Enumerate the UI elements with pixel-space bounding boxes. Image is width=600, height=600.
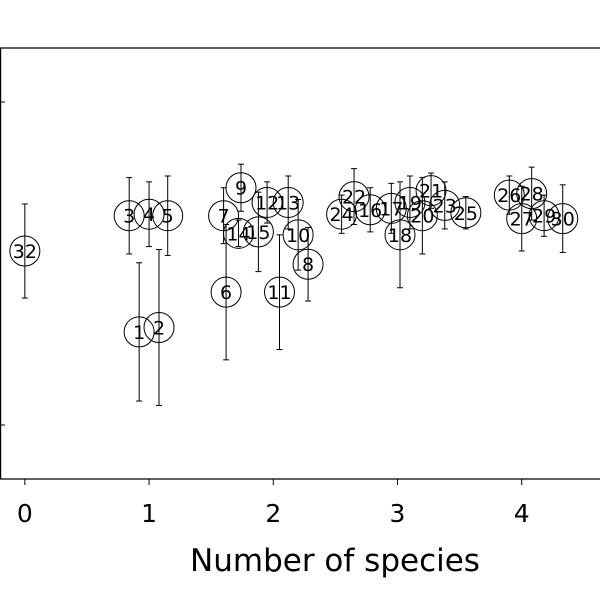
data-point-marker xyxy=(152,200,184,232)
x-axis-label: Number of species xyxy=(190,543,480,579)
axes-frame xyxy=(0,47,600,480)
x-tick-label: 2 xyxy=(265,499,281,528)
data-point-marker xyxy=(282,219,314,251)
data-point: 15 xyxy=(242,216,274,248)
data-point-label: 5 xyxy=(162,206,174,228)
data-point-label: 6 xyxy=(220,282,232,304)
data-point-label: 14 xyxy=(226,223,250,245)
data-point-label: 2 xyxy=(153,317,165,339)
data-point-marker xyxy=(450,197,482,229)
data-point: 17 xyxy=(375,192,407,224)
data-point-marker xyxy=(547,203,579,235)
error-bars xyxy=(21,163,566,406)
data-point-label: 26 xyxy=(497,185,521,207)
data-point: 9 xyxy=(225,172,257,204)
data-point-label: 25 xyxy=(454,203,478,225)
data-point: 13 xyxy=(272,186,304,218)
x-tick-label: 3 xyxy=(390,499,406,528)
y-ticks xyxy=(0,101,5,426)
x-tick-label: 4 xyxy=(514,499,530,528)
data-point-marker xyxy=(113,200,145,232)
data-point-label: 13 xyxy=(276,192,300,214)
data-point-label: 4 xyxy=(143,204,155,226)
data-point: 30 xyxy=(547,203,579,235)
data-point: 20 xyxy=(406,200,438,232)
data-point-marker xyxy=(354,194,386,226)
data-point: 27 xyxy=(506,203,538,235)
data-point-marker xyxy=(406,200,438,232)
data-point-marker xyxy=(516,178,548,210)
x-tick-label: 1 xyxy=(141,499,157,528)
data-point: 32 xyxy=(9,235,41,267)
data-point-label: 7 xyxy=(218,206,230,228)
data-point-label: 28 xyxy=(520,184,544,206)
data-point-label: 30 xyxy=(551,209,575,231)
data-point-marker xyxy=(326,198,358,230)
data-point: 18 xyxy=(384,219,416,251)
data-point-label: 22 xyxy=(342,187,366,209)
data-point-marker xyxy=(143,311,175,343)
x-ticks: 0 1 2 3 4 xyxy=(17,479,530,528)
data-point-label: 19 xyxy=(398,192,422,214)
data-point-label: 3 xyxy=(123,206,135,228)
data-point-label: 18 xyxy=(388,225,412,247)
data-point-label: 8 xyxy=(302,254,314,276)
data-point-marker xyxy=(210,276,242,308)
data-point-marker xyxy=(384,219,416,251)
data-point: 1 xyxy=(123,316,155,348)
data-point-label: 21 xyxy=(419,181,443,203)
data-point-label: 15 xyxy=(246,222,270,244)
data-point-marker xyxy=(338,181,370,213)
data-point: 6 xyxy=(210,276,242,308)
data-point-marker xyxy=(251,186,283,218)
data-point-label: 1 xyxy=(133,322,145,344)
data-point: 12 xyxy=(251,186,283,218)
data-point-label: 9 xyxy=(235,178,247,200)
data-point-marker xyxy=(429,189,461,221)
data-point-marker xyxy=(9,235,41,267)
data-point-marker xyxy=(506,203,538,235)
x-tick-label: 0 xyxy=(17,499,33,528)
data-point: 8 xyxy=(292,248,324,280)
data-point: 2 xyxy=(143,311,175,343)
data-point: 25 xyxy=(450,197,482,229)
data-point: 19 xyxy=(394,186,426,218)
data-point-label: 17 xyxy=(379,198,403,220)
data-point-marker xyxy=(123,316,155,348)
data-point-marker xyxy=(225,172,257,204)
data-point-label: 12 xyxy=(255,192,279,214)
markers: 1 23 4 567914151213101182422161718192021232… xyxy=(9,172,579,348)
data-point-label: 10 xyxy=(286,225,310,247)
data-point-marker xyxy=(223,217,255,249)
data-point-marker xyxy=(292,248,324,280)
data-point: 3 xyxy=(113,200,145,232)
data-point: 10 xyxy=(282,219,314,251)
data-point-marker xyxy=(394,186,426,218)
data-point-marker xyxy=(242,216,274,248)
data-point: 11 xyxy=(264,276,296,308)
data-point: 14 xyxy=(223,217,255,249)
data-point: 22 xyxy=(338,181,370,213)
data-point: 4 xyxy=(133,198,165,230)
data-point-label: 20 xyxy=(410,206,434,228)
data-point-marker xyxy=(375,192,407,224)
data-point: 28 xyxy=(516,178,548,210)
data-point-label: 27 xyxy=(510,209,534,231)
data-point: 5 xyxy=(152,200,184,232)
data-point-marker xyxy=(133,198,165,230)
data-point-marker xyxy=(272,186,304,218)
data-point-label: 32 xyxy=(13,241,37,263)
data-point-marker xyxy=(528,200,560,232)
data-point-marker xyxy=(264,276,296,308)
data-point-label: 11 xyxy=(267,282,291,304)
